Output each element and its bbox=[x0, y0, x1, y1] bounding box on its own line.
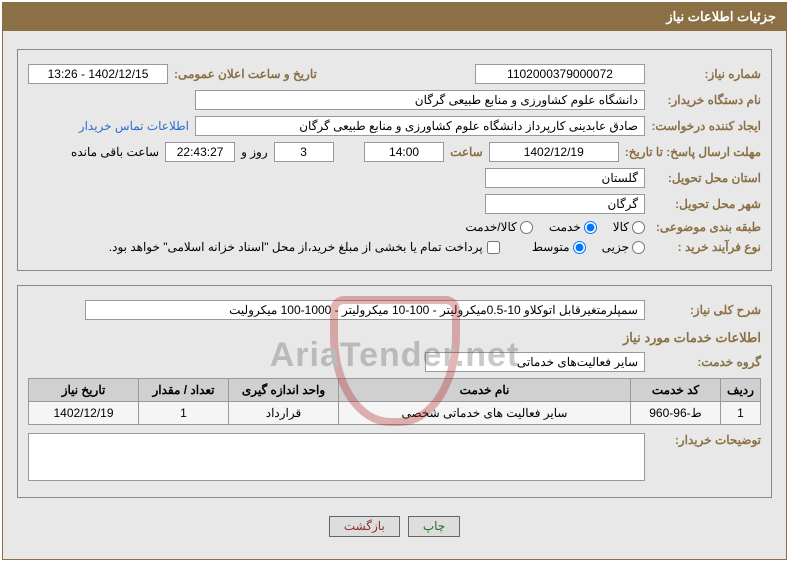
payment-checkbox[interactable] bbox=[487, 241, 500, 254]
category-label: طبقه بندی موضوعی: bbox=[651, 220, 761, 234]
cell-qty: 1 bbox=[139, 402, 229, 425]
city-label: شهر محل تحویل: bbox=[651, 197, 761, 211]
deadline-label: مهلت ارسال پاسخ: تا تاریخ: bbox=[625, 145, 761, 159]
buy-type-label: نوع فرآیند خرید : bbox=[651, 240, 761, 254]
cell-name: سایر فعالیت های خدماتی شخصی bbox=[339, 402, 631, 425]
cell-date: 1402/12/19 bbox=[29, 402, 139, 425]
time-label: ساعت bbox=[450, 145, 483, 159]
cell-unit: قرارداد bbox=[229, 402, 339, 425]
th-row: ردیف bbox=[721, 379, 761, 402]
requester-value: صادق عابدینی کارپرداز دانشگاه علوم کشاور… bbox=[195, 116, 645, 136]
province-label: استان محل تحویل: bbox=[651, 171, 761, 185]
need-details-box: AriaTender.net شرح کلی نیاز: سمپلرمتغیرق… bbox=[17, 285, 772, 498]
province-value: گلستان bbox=[485, 168, 645, 188]
need-info-box: شماره نیاز: 1102000379000072 تاریخ و ساع… bbox=[17, 49, 772, 271]
content-area: شماره نیاز: 1102000379000072 تاریخ و ساع… bbox=[3, 31, 786, 559]
back-button[interactable]: بازگشت bbox=[329, 516, 400, 537]
buyer-contact-link[interactable]: اطلاعات تماس خریدار bbox=[79, 119, 189, 133]
category-radio-group: کالا خدمت کالا/خدمت bbox=[465, 220, 645, 234]
desc-value: سمپلرمتغیرقابل اتوکلاو 10-0.5میکرولیتر -… bbox=[85, 300, 645, 320]
th-qty: تعداد / مقدار bbox=[139, 379, 229, 402]
buyer-notes-value bbox=[28, 433, 645, 481]
service-group-label: گروه خدمت: bbox=[651, 355, 761, 369]
buy-type-radio-group: جزیی متوسط bbox=[532, 240, 645, 254]
cell-row: 1 bbox=[721, 402, 761, 425]
cat-both-radio[interactable] bbox=[520, 221, 533, 234]
th-unit: واحد اندازه گیری bbox=[229, 379, 339, 402]
buy-minor-label: جزیی bbox=[602, 240, 629, 254]
cell-code: ط-96-960 bbox=[631, 402, 721, 425]
th-code: کد خدمت bbox=[631, 379, 721, 402]
deadline-time-value: 14:00 bbox=[364, 142, 444, 162]
desc-label: شرح کلی نیاز: bbox=[651, 303, 761, 317]
panel-header: جزئیات اطلاعات نیاز bbox=[3, 3, 786, 31]
days-left-suffix: روز و bbox=[241, 145, 268, 159]
cat-service-radio[interactable] bbox=[584, 221, 597, 234]
th-date: تاریخ نیاز bbox=[29, 379, 139, 402]
time-left-suffix: ساعت باقی مانده bbox=[71, 145, 159, 159]
print-button[interactable]: چاپ bbox=[408, 516, 460, 537]
time-left-value: 22:43:27 bbox=[165, 142, 235, 162]
cat-goods-label: کالا bbox=[613, 220, 629, 234]
cat-service-label: خدمت bbox=[549, 220, 581, 234]
service-group-value: سایر فعالیت‌های خدماتی bbox=[425, 352, 645, 372]
th-name: نام خدمت bbox=[339, 379, 631, 402]
buyer-org-label: نام دستگاه خریدار: bbox=[651, 93, 761, 107]
requester-label: ایجاد کننده درخواست: bbox=[651, 119, 761, 133]
table-row: 1 ط-96-960 سایر فعالیت های خدماتی شخصی ق… bbox=[29, 402, 761, 425]
cat-both-label: کالا/خدمت bbox=[465, 220, 516, 234]
payment-note: پرداخت تمام یا بخشی از مبلغ خرید،از محل … bbox=[109, 240, 483, 254]
button-row: چاپ بازگشت bbox=[17, 512, 772, 545]
services-table: ردیف کد خدمت نام خدمت واحد اندازه گیری ت… bbox=[28, 378, 761, 425]
city-value: گرگان bbox=[485, 194, 645, 214]
cat-goods-radio[interactable] bbox=[632, 221, 645, 234]
services-header: اطلاعات خدمات مورد نیاز bbox=[623, 330, 761, 345]
buy-medium-radio[interactable] bbox=[573, 241, 586, 254]
need-number-label: شماره نیاز: bbox=[651, 67, 761, 81]
buyer-org-value: دانشگاه علوم کشاورزی و منابع طبیعی گرگان bbox=[195, 90, 645, 110]
need-number-value: 1102000379000072 bbox=[475, 64, 645, 84]
buy-medium-label: متوسط bbox=[532, 240, 570, 254]
buy-minor-radio[interactable] bbox=[632, 241, 645, 254]
buyer-notes-label: توضیحات خریدار: bbox=[651, 433, 761, 447]
announce-date-value: 1402/12/15 - 13:26 bbox=[28, 64, 168, 84]
deadline-date-value: 1402/12/19 bbox=[489, 142, 619, 162]
announce-date-label: تاریخ و ساعت اعلان عمومی: bbox=[174, 67, 317, 81]
days-left-value: 3 bbox=[274, 142, 334, 162]
